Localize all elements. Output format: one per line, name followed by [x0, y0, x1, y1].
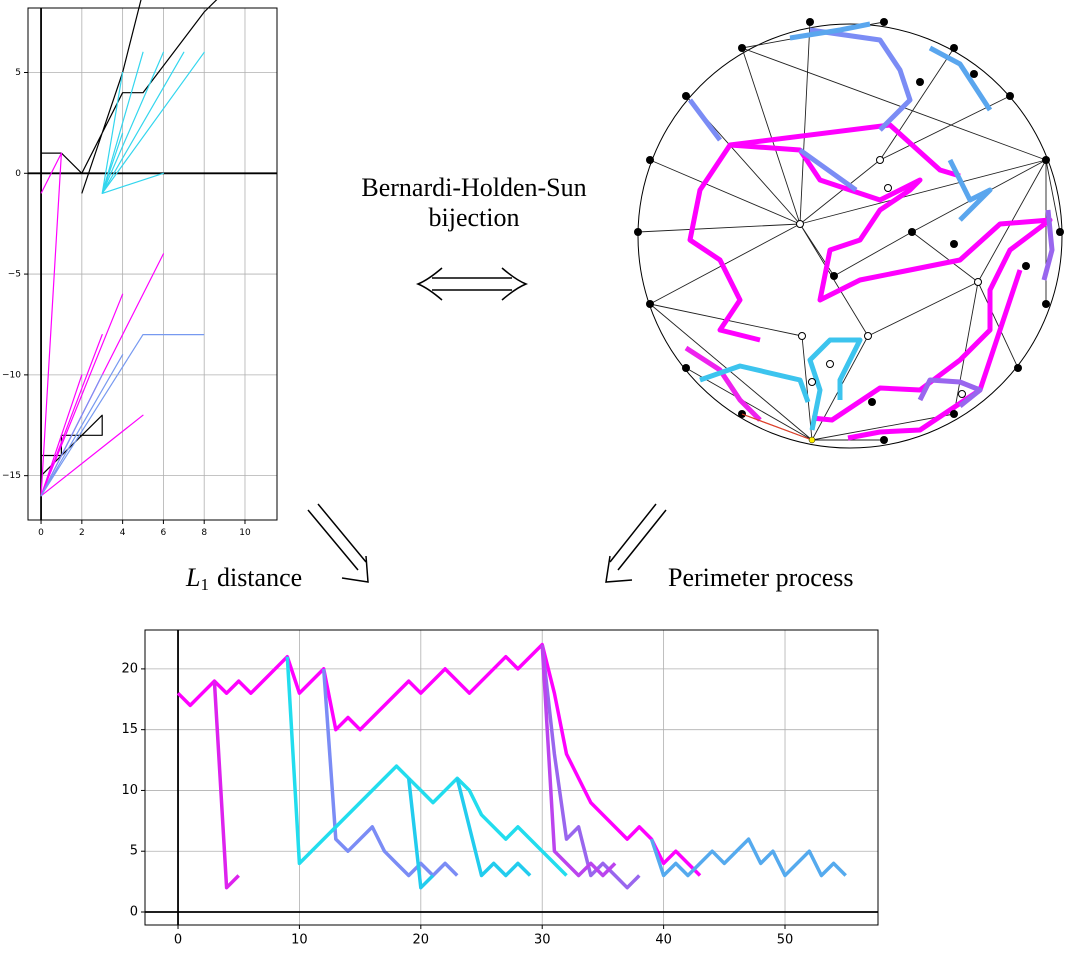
x-tick-label: 6: [161, 528, 167, 538]
series-line: [40, 152, 164, 497]
x-tick-label: 2: [79, 528, 85, 538]
root-vertex: [808, 436, 816, 444]
series-line: [285, 656, 568, 877]
y-tick-label: 20: [121, 661, 138, 676]
symbol: L: [185, 563, 200, 592]
disk-diagram: [634, 18, 1064, 449]
y-tick-label: −10: [2, 370, 21, 380]
y-tick-label: 0: [15, 169, 21, 179]
y-tick-label: 0: [130, 904, 138, 919]
bijection-label: bijection: [429, 203, 520, 232]
x-tick-label: 8: [201, 528, 207, 538]
y-tick-label: 5: [130, 844, 138, 859]
perimeter-label: Perimeter process: [668, 563, 854, 592]
root-edge: [741, 413, 813, 441]
x-tick-label: 40: [655, 933, 672, 948]
series-line: [321, 668, 459, 878]
subscript: 1: [200, 575, 209, 594]
series-line: [212, 680, 240, 890]
x-tick-label: 20: [413, 933, 430, 948]
bijection-label: Bernardi-Holden-Sun: [361, 173, 586, 202]
x-tick-label: 30: [534, 933, 551, 948]
label-text: distance: [217, 563, 302, 592]
x-tick-label: 10: [239, 528, 251, 538]
series-line: [40, 334, 205, 497]
l1-label: L1 distance: [185, 563, 302, 594]
y-tick-label: −15: [2, 471, 21, 481]
x-tick-label: 10: [291, 933, 308, 948]
implies-arrow: [307, 503, 667, 583]
series-line: [649, 837, 847, 878]
series-line: [540, 644, 641, 890]
plot-frame: [27, 7, 278, 521]
x-tick-label: 50: [777, 933, 794, 948]
series-line: [540, 644, 617, 878]
series-line: [101, 51, 205, 194]
series-line: [40, 0, 218, 477]
y-tick-label: −5: [8, 270, 21, 280]
plot-frame: [144, 629, 879, 926]
y-tick-label: 15: [121, 722, 138, 737]
plot: 0 2 4 6 8 10 −15 −10 −5 0 5: [2, 0, 278, 538]
x-tick-label: 0: [38, 528, 44, 538]
series-line: [406, 777, 532, 890]
equivalence-arrow: [415, 267, 529, 301]
colored-paths: [684, 21, 1055, 441]
series-line: [176, 642, 702, 877]
x-tick-label: 0: [174, 933, 182, 948]
open-vertices: [796, 156, 982, 398]
vertices: [634, 18, 1064, 444]
y-tick-label: 10: [121, 783, 138, 798]
x-tick-label: 4: [120, 528, 126, 538]
y-tick-label: 5: [15, 68, 21, 78]
plot: 0 10 20 30 40 50 0 5 10 15 20: [121, 629, 879, 948]
